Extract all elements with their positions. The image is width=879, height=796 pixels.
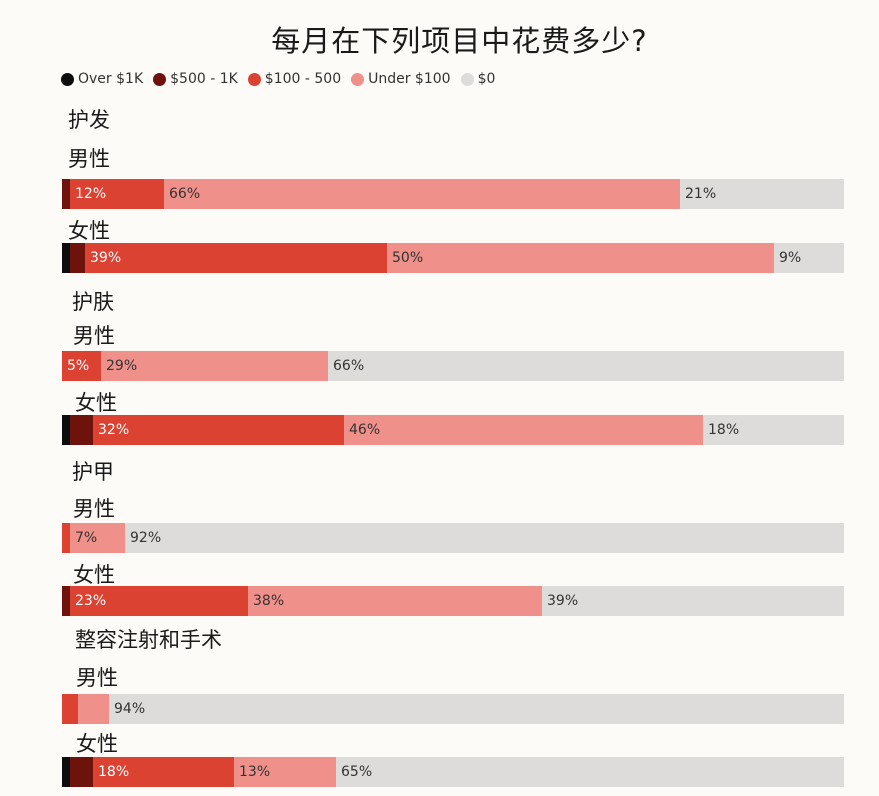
bar-track: 39% 50% 9% xyxy=(62,243,844,273)
legend-item-500-1k: $500 - 1K xyxy=(153,71,238,87)
bar-segment-zero xyxy=(703,415,844,445)
bar-segment-500-1k xyxy=(70,415,93,445)
bar-segment-100-500 xyxy=(85,243,387,273)
bar-segment-100-500 xyxy=(93,757,234,787)
bar-segment-under-100 xyxy=(164,179,680,209)
data-label-100-500: 23% xyxy=(75,593,107,609)
data-label-100-500: 5% xyxy=(67,358,90,374)
legend-label-zero: $0 xyxy=(477,71,496,87)
data-label-zero: 65% xyxy=(341,764,373,780)
category-label: 护发 xyxy=(68,108,110,132)
bar-segment-under-100 xyxy=(70,523,125,553)
category-label: 护肤 xyxy=(72,290,114,314)
bar-segment-500-1k xyxy=(70,757,93,787)
bar-segment-zero xyxy=(336,757,844,787)
legend-swatch-under-100 xyxy=(351,72,365,86)
data-label-zero: 92% xyxy=(130,530,162,546)
category-label: 护甲 xyxy=(72,460,114,484)
bar-segment-zero xyxy=(774,243,844,273)
group-label: 女性 xyxy=(73,563,115,587)
group-label: 男性 xyxy=(73,497,115,521)
bar-segment-over-1k xyxy=(62,757,70,787)
bar-segment-zero xyxy=(328,351,844,381)
bar-segment-under-100 xyxy=(101,351,328,381)
data-label-zero: 9% xyxy=(779,250,802,266)
bar-track: 32% 46% 18% xyxy=(62,415,844,445)
bar-track: 12% 66% 21% xyxy=(62,179,844,209)
bar-segment-100-500 xyxy=(70,179,164,209)
data-label-100-500: 32% xyxy=(98,422,130,438)
bar-segment-100-500 xyxy=(62,351,101,381)
legend-label-500-1k: $500 - 1K xyxy=(170,71,238,87)
bar-track: 18% 13% 65% xyxy=(62,757,844,787)
bar-segment-zero xyxy=(680,179,844,209)
data-label-100-500: 12% xyxy=(75,186,107,202)
bar-segment-zero xyxy=(109,694,844,724)
bar-segment-over-1k xyxy=(62,415,70,445)
legend-swatch-100-500 xyxy=(247,72,261,86)
data-label-100-500: 39% xyxy=(90,250,122,266)
data-label-zero: 39% xyxy=(547,593,579,609)
bar-segment-100-500 xyxy=(70,586,248,616)
bar-segment-under-100 xyxy=(248,586,542,616)
bar-segment-zero xyxy=(542,586,844,616)
legend-label-over-1k: Over $1K xyxy=(78,71,144,87)
data-label-under-100: 13% xyxy=(239,764,271,780)
group-label: 男性 xyxy=(68,147,110,171)
bar-track: 23% 38% 39% xyxy=(62,586,844,616)
data-label-under-100: 7% xyxy=(75,530,98,546)
bar-segment-500-1k xyxy=(62,586,70,616)
bar-track: 7% 92% xyxy=(62,523,844,553)
bar-segment-500-1k xyxy=(70,243,85,273)
legend-label-under-100: Under $100 xyxy=(368,71,451,87)
bar-segment-under-100 xyxy=(234,757,336,787)
legend-item-over-1k: Over $1K xyxy=(61,71,143,87)
data-label-under-100: 66% xyxy=(169,186,201,202)
data-label-under-100: 38% xyxy=(253,593,285,609)
category-label: 整容注射和手术 xyxy=(75,628,222,652)
group-label: 男性 xyxy=(76,666,118,690)
legend-label-100-500: $100 - 500 xyxy=(264,71,342,87)
group-label: 女性 xyxy=(76,732,118,756)
bar-segment-over-1k xyxy=(62,243,70,273)
data-label-zero: 21% xyxy=(685,186,717,202)
data-label-zero: 66% xyxy=(333,358,365,374)
group-label: 女性 xyxy=(75,391,117,415)
bar-segment-zero xyxy=(125,523,844,553)
legend-item-zero: $0 xyxy=(460,71,496,87)
bar-track: 5% 29% 66% xyxy=(62,351,844,381)
chart-title: 每月在下列项目中花费多少? xyxy=(271,24,648,58)
bar-segment-100-500 xyxy=(93,415,344,445)
data-label-under-100: 29% xyxy=(106,358,138,374)
legend-swatch-over-1k xyxy=(61,72,74,86)
group-label: 女性 xyxy=(68,219,110,243)
legend-item-under-100: Under $100 xyxy=(351,71,451,87)
legend-swatch-500-1k xyxy=(153,72,167,86)
data-label-zero: 18% xyxy=(708,422,740,438)
bar-track: 94% xyxy=(62,694,844,724)
bar-segment-under-100 xyxy=(78,694,109,724)
data-label-under-100: 46% xyxy=(349,422,381,438)
chart-legend: Over $1K $500 - 1K $100 - 500 Under $100… xyxy=(61,71,505,87)
data-label-under-100: 50% xyxy=(392,250,424,266)
data-label-zero: 94% xyxy=(114,701,146,717)
group-label: 男性 xyxy=(73,324,115,348)
data-label-100-500: 18% xyxy=(98,764,130,780)
bar-segment-500-1k xyxy=(62,179,70,209)
bar-segment-under-100 xyxy=(387,243,774,273)
legend-item-100-500: $100 - 500 xyxy=(247,71,342,87)
bar-segment-100-500 xyxy=(62,523,70,553)
legend-swatch-zero xyxy=(460,72,474,86)
bar-segment-100-500 xyxy=(62,694,78,724)
bar-segment-under-100 xyxy=(344,415,703,445)
